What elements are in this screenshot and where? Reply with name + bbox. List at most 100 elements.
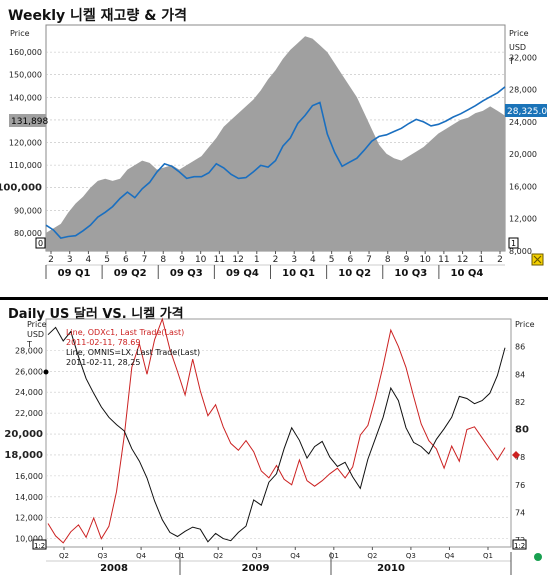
bottom-left-tick-label: 28,000	[15, 346, 43, 355]
top-left-axis: 80,00090,000100,000110,000120,000130,000…	[0, 48, 42, 238]
top-x-tick-label: 11	[214, 255, 225, 265]
top-right-tick-label: 20,000	[509, 150, 537, 159]
top-right-tick-label: 8,000	[509, 247, 532, 256]
bottom-left-tick-label: 26,000	[15, 367, 43, 376]
top-zoom-right-button[interactable]: 1	[508, 237, 519, 249]
bottom-x-tick-label: Q2	[367, 552, 377, 560]
bottom-x-tick-label: Q4	[444, 552, 455, 560]
bottom-right-axis-title: Price	[515, 320, 535, 329]
top-chart-panel: Weekly 니켈 재고량 & 가격 80,000 90,000 100,000 11…	[0, 8, 548, 279]
bottom-left-tick-label: 20,000	[4, 429, 43, 440]
top-chart-title: Weekly 니켈 재고량 & 가격	[8, 8, 188, 24]
nickel-price-line-daily	[47, 326, 506, 543]
top-x-group-label: 10 Q4	[451, 268, 484, 279]
top-x-tick-label: 8	[385, 255, 391, 265]
top-x-tick-label: 2	[273, 255, 279, 265]
bottom-left-tick-label: 16,000	[15, 472, 43, 481]
bottom-left-tick-label: 22,000	[15, 409, 43, 418]
bottom-x-tick-label: Q3	[98, 552, 108, 560]
right-value-badge: 28,325.0	[505, 104, 547, 117]
top-x-tick-label: 6	[123, 255, 129, 265]
bottom-x-tick-label: Q2	[59, 552, 69, 560]
top-right-tick-label: 24,000	[509, 118, 537, 127]
bottom-x-year-label: 2009	[242, 563, 270, 574]
left-price-marker	[43, 369, 49, 375]
top-x-tick-label: 3	[67, 255, 73, 265]
bottom-legend: Line, ODXc1, Last Trade(Last) 2011-02-11…	[66, 328, 200, 367]
legend-nickel-line1: Line, OMNIS=LX, Last Trade(Last)	[66, 348, 200, 357]
bottom-zoom-right-button[interactable]: 1:2	[512, 539, 527, 550]
top-x-group-label: 09 Q3	[170, 268, 203, 279]
top-right-axis-title-usd: USD	[509, 43, 526, 52]
bottom-left-tick-label: 18,000	[4, 450, 43, 461]
top-left-tick-label: 100,000	[0, 183, 42, 194]
dollar-index-line	[47, 317, 506, 544]
top-x-group-label: 10 Q3	[394, 268, 427, 279]
top-left-tick-label: 90,000	[14, 206, 42, 215]
top-right-tick-label: 28,000	[509, 86, 537, 95]
left-value-badge: 131,898	[9, 114, 48, 127]
legend-dollar-line1: Line, ODXc1, Last Trade(Last)	[66, 328, 184, 337]
bottom-x-year-label: 2010	[377, 563, 405, 574]
top-right-tick-label: 12,000	[509, 215, 537, 224]
top-x-tick-label: 3	[291, 255, 297, 265]
top-left-axis-title: Price	[10, 29, 30, 38]
nickel-price-line	[45, 86, 506, 239]
left-value-badge-text: 131,898	[11, 117, 48, 127]
status-green-icon	[534, 553, 542, 561]
bottom-left-axis: 10,000 12,000 14,000 16,000 18,000 20,000 22,0…	[4, 346, 43, 543]
top-x-tick-label: 12	[457, 255, 468, 265]
bottom-right-tick-label: 82	[515, 398, 525, 407]
top-left-tick-label: 140,000	[9, 93, 42, 102]
top-left-tick-label: 160,000	[9, 48, 42, 57]
bottom-right-tick-label: 80	[515, 425, 529, 436]
top-x-tick-label: 4	[86, 255, 92, 265]
top-x-group-label: 10 Q1	[282, 268, 315, 279]
top-x-tick-label: 11	[438, 255, 449, 265]
bottom-left-axis-title-usd: USD	[27, 330, 44, 339]
top-x-tick-label: 9	[404, 255, 410, 265]
inventory-area	[46, 36, 505, 251]
top-right-axis-title-t: T	[508, 57, 514, 66]
bottom-gridlines	[46, 350, 511, 539]
bottom-left-tick-label: 10,000	[15, 535, 43, 544]
bottom-x-tick-label: Q1	[329, 552, 339, 560]
top-zoom-right-label: 1	[511, 239, 516, 248]
bottom-left-tick-label: 24,000	[15, 388, 43, 397]
bottom-left-axis-title-price: Price	[27, 320, 47, 329]
bottom-x-tick-label: Q3	[252, 552, 262, 560]
right-price-marker	[512, 451, 520, 459]
panel-separator	[0, 297, 548, 300]
top-x-group-label: 09 Q1	[58, 268, 91, 279]
top-x-tick-label: 8	[160, 255, 166, 265]
top-x-tick-label: 9	[179, 255, 185, 265]
top-x-tick-label: 7	[142, 255, 148, 265]
bottom-left-tick-label: 14,000	[15, 493, 43, 502]
bottom-chart-title: Daily US 달러 VS. 니켈 가격	[8, 307, 184, 322]
bottom-zoom-left-button[interactable]: 1:2	[32, 539, 47, 550]
top-right-axis: 8,000 12,000 16,000 20,000 24,000 28,000 32,00…	[509, 53, 537, 256]
bottom-x-axis: Q2Q3Q4Q1Q2Q3Q4Q1Q2Q3Q4Q1	[59, 547, 493, 560]
top-zoom-left-button[interactable]: 0	[35, 237, 46, 249]
top-x-tick-label: 12	[232, 255, 243, 265]
bottom-right-axis: 7274767880828486	[515, 343, 529, 545]
top-x-tick-label: 2	[48, 255, 54, 265]
bottom-chart-panel: Daily US 달러 VS. 니켈 가격 10,000 12,000 14,000…	[0, 300, 548, 577]
bottom-right-tick-label: 76	[515, 481, 525, 490]
bottom-right-tick-label: 86	[515, 343, 525, 352]
top-x-tick-label: 6	[347, 255, 353, 265]
chart-tool-icon[interactable]	[531, 253, 544, 266]
bottom-x-tick-label: Q4	[136, 552, 147, 560]
top-right-axis-title-price: Price	[509, 29, 529, 38]
top-left-tick-label: 80,000	[14, 229, 42, 238]
top-x-tick-label: 10	[419, 255, 431, 265]
bottom-x-year-label: 2008	[100, 563, 128, 574]
top-x-tick-label: 1	[254, 255, 260, 265]
bottom-zoom-left-label: 1:2	[34, 542, 45, 550]
bottom-plot-area	[45, 318, 512, 548]
top-x-tick-label: 5	[329, 255, 335, 265]
top-x-tick-label: 4	[310, 255, 316, 265]
top-left-tick-label: 120,000	[9, 139, 42, 148]
bottom-right-tick-label: 78	[515, 453, 525, 462]
top-x-tick-label: 5	[104, 255, 110, 265]
